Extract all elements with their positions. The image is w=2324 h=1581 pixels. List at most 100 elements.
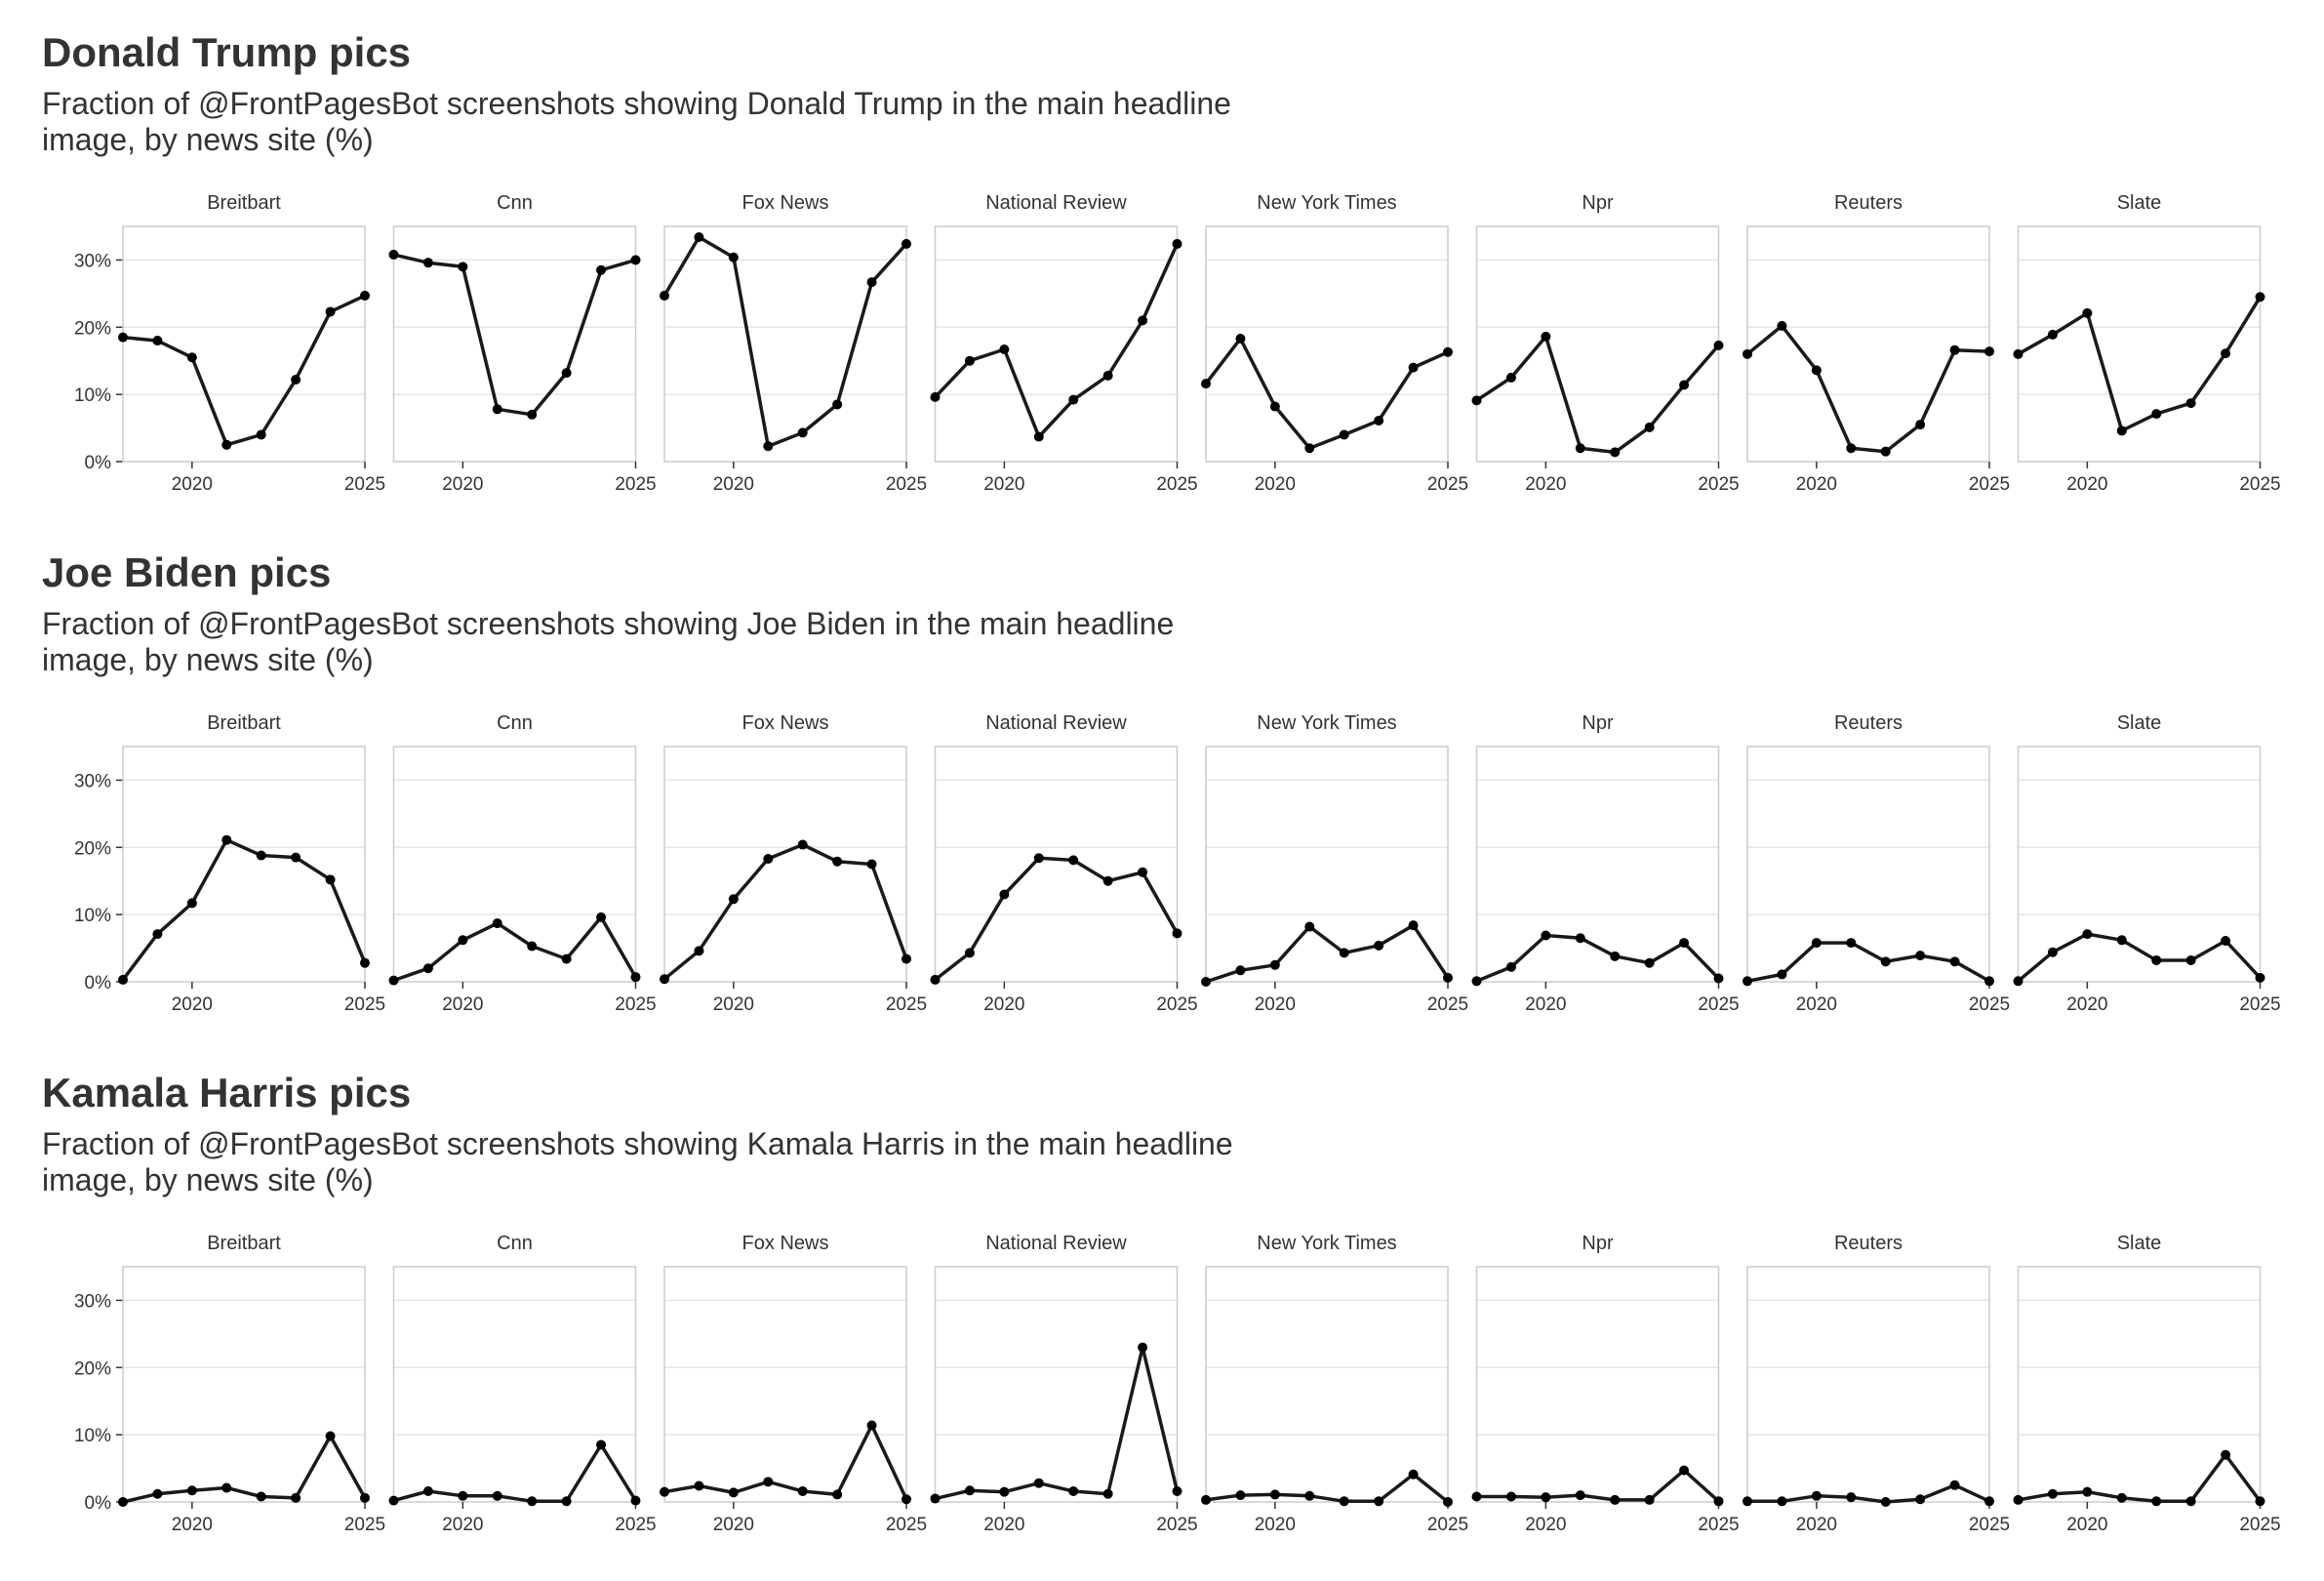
data-point bbox=[1201, 1494, 1211, 1505]
data-point bbox=[866, 277, 877, 288]
data-point bbox=[1743, 1496, 1752, 1507]
y-tick-label: 0% bbox=[85, 973, 112, 993]
data-point bbox=[999, 1486, 1010, 1497]
panel-border bbox=[1205, 1266, 1449, 1503]
series-line bbox=[1745, 1483, 1991, 1504]
series-line bbox=[933, 1345, 1180, 1501]
data-point bbox=[930, 974, 941, 985]
data-point bbox=[630, 972, 641, 983]
data-point bbox=[291, 374, 301, 385]
y-tick-label: 0% bbox=[85, 1493, 112, 1514]
series-line bbox=[662, 1423, 908, 1501]
data-point bbox=[1235, 965, 1246, 976]
data-point bbox=[1541, 930, 1551, 941]
data-point bbox=[1505, 1491, 1516, 1502]
data-point bbox=[1777, 1496, 1787, 1507]
data-point bbox=[1575, 1490, 1585, 1501]
data-point bbox=[1679, 380, 1690, 390]
data-point bbox=[964, 355, 975, 366]
data-point bbox=[1172, 1485, 1182, 1496]
data-point bbox=[1644, 422, 1655, 432]
facet-panel: Slate 2020 2025 bbox=[2013, 712, 2281, 1015]
x-tick-label: 2025 bbox=[1156, 994, 1197, 1015]
data-point bbox=[1102, 370, 1113, 381]
y-tick-label: 20% bbox=[74, 318, 111, 339]
data-point bbox=[1201, 379, 1211, 389]
data-point bbox=[492, 918, 502, 929]
facet-panel: Cnn 2020 2025 bbox=[388, 1233, 657, 1535]
data-point bbox=[1269, 401, 1280, 412]
x-tick-label: 2020 bbox=[172, 994, 213, 1015]
x-tick-label: 2025 bbox=[1698, 474, 1739, 495]
data-point bbox=[1984, 346, 1994, 357]
y-tick-label: 30% bbox=[74, 771, 111, 791]
data-point bbox=[1644, 1494, 1655, 1505]
facet-panel: National Review 2020 2025 bbox=[930, 712, 1198, 1015]
data-point bbox=[660, 974, 669, 985]
x-tick-label: 2025 bbox=[1427, 1515, 1468, 1535]
series-line bbox=[2016, 295, 2263, 433]
facet-label: Fox News bbox=[742, 1233, 829, 1254]
y-tick-label: 30% bbox=[74, 1291, 111, 1312]
facet-panel: Fox News 2020 2025 bbox=[660, 1233, 927, 1535]
x-tick-label: 2025 bbox=[1156, 474, 1197, 495]
series-line bbox=[933, 856, 1180, 982]
x-tick-label: 2025 bbox=[1969, 474, 2010, 495]
data-point bbox=[1068, 394, 1079, 405]
data-point bbox=[1880, 446, 1891, 457]
data-point bbox=[1172, 928, 1182, 939]
x-tick-label: 2020 bbox=[1525, 1515, 1566, 1535]
x-tick-label: 2025 bbox=[1969, 994, 2010, 1015]
data-point bbox=[2013, 976, 2023, 987]
panel-border bbox=[392, 1266, 637, 1503]
data-point bbox=[763, 1477, 774, 1487]
facet-label: Cnn bbox=[497, 712, 533, 734]
x-tick-label: 2020 bbox=[442, 474, 483, 495]
data-point bbox=[1068, 855, 1079, 866]
data-point bbox=[527, 409, 538, 420]
data-point bbox=[1949, 956, 1960, 967]
data-point bbox=[186, 352, 197, 363]
data-point bbox=[660, 1486, 669, 1497]
data-point bbox=[291, 1492, 301, 1503]
data-point bbox=[2185, 954, 2196, 965]
data-point bbox=[1033, 1478, 1044, 1488]
y-tick-label: 0% bbox=[85, 453, 112, 473]
data-point bbox=[1269, 959, 1280, 970]
series-line bbox=[662, 842, 908, 981]
chart-title: Joe Biden pics bbox=[42, 549, 332, 595]
facet-panel: Reuters 2020 2025 bbox=[1743, 1233, 2010, 1535]
data-point bbox=[1880, 956, 1891, 967]
data-point bbox=[630, 255, 641, 265]
data-point bbox=[388, 975, 399, 986]
data-point bbox=[832, 856, 843, 867]
data-point bbox=[2151, 409, 2162, 420]
panel-border bbox=[2017, 225, 2262, 463]
data-point bbox=[832, 1489, 843, 1500]
facet-label: Slate bbox=[2117, 1233, 2162, 1254]
x-tick-label: 2025 bbox=[344, 994, 385, 1015]
data-point bbox=[1408, 1469, 1419, 1480]
x-tick-label: 2020 bbox=[442, 994, 483, 1015]
data-point bbox=[492, 404, 502, 415]
facet-panel: Breitbart 2020 2025 bbox=[118, 712, 385, 1015]
x-tick-label: 2025 bbox=[2239, 1515, 2280, 1535]
panel-border bbox=[122, 1266, 366, 1503]
data-point bbox=[2255, 972, 2265, 983]
series-line bbox=[662, 235, 908, 448]
facet-panel: Fox News 2020 2025 bbox=[660, 712, 927, 1015]
x-tick-label: 2020 bbox=[2066, 474, 2107, 495]
data-point bbox=[388, 249, 399, 260]
data-point bbox=[2185, 398, 2196, 409]
x-tick-label: 2020 bbox=[172, 474, 213, 495]
chart-title: Donald Trump pics bbox=[42, 29, 412, 75]
facet-label: Cnn bbox=[497, 192, 533, 214]
data-point bbox=[1984, 976, 1994, 987]
panel-border bbox=[1746, 746, 1990, 983]
data-point bbox=[1713, 973, 1724, 984]
data-point bbox=[2047, 329, 2058, 340]
x-tick-label: 2025 bbox=[886, 994, 927, 1015]
data-point bbox=[325, 306, 336, 317]
